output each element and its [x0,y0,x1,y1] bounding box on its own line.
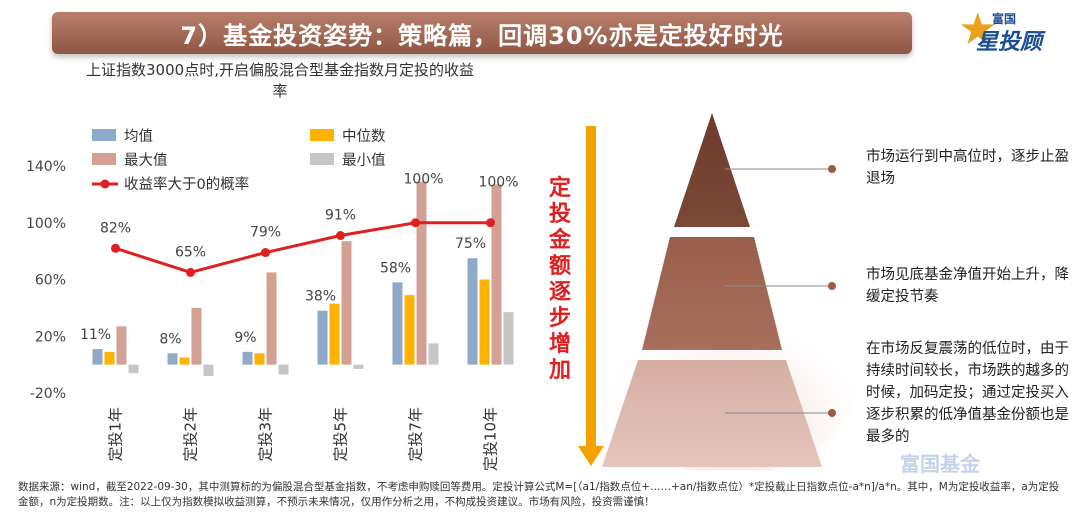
annotation-middle: 市场见底基金净值开始上升，降缓定投节奏 [866,267,1069,305]
bar [116,326,127,365]
bar [191,307,202,365]
legend-swatch [310,129,334,141]
line-point [411,218,420,228]
bar [92,349,103,365]
bar [479,279,490,365]
title-banner: 7）基金投资姿势：策略篇，回调30%亦是定投好时光 [52,12,912,54]
arrow-head-icon [578,446,604,466]
annotation-bottom: 在市场反复震荡的低位时，由于持续时间较长，市场跌的越多的时候，加码定投；通过定投… [866,341,1069,445]
bar [329,303,340,365]
line-data-label: 82% [100,220,131,236]
bar [341,241,352,365]
x-tick-label: 定投2年 [182,407,200,462]
y-tick-label: 140% [26,159,66,175]
legend-swatch [310,153,334,165]
arrow-shaft [586,126,596,448]
data-label: 11% [80,327,111,343]
legend-label: 收益率大于0的概率 [124,176,249,193]
bar [104,351,115,365]
logo-top-text: 富国 [992,12,1017,26]
bar [203,364,214,376]
bar [392,282,403,365]
line-data-label: 91% [325,208,356,224]
line-point [111,243,120,253]
bar [503,312,514,365]
watermark: 富国基金 [900,452,980,476]
x-tick-label: 定投7年 [407,407,425,462]
brand-logo: ★ 富国 星投顾 [958,8,1070,56]
line-point [186,267,195,277]
x-tick-label: 定投5年 [332,407,350,462]
bar [491,184,502,365]
bar [128,364,139,374]
connector-dot-middle [828,282,836,290]
bar [266,272,277,365]
line-point [336,231,345,241]
bar [278,364,289,375]
bar [416,181,427,365]
line-point [261,248,270,258]
line-point [486,218,495,228]
pyramid-middle-tier [642,237,782,350]
chart-title: 上证指数3000点时,开启偏股混合型基金指数月定投的收益率 [86,61,474,100]
connector-dot-top [828,165,836,173]
data-label: 100% [478,174,518,190]
data-label: 8% [159,331,181,347]
bar [404,295,415,365]
data-label: 38% [305,289,336,305]
legend-label: 最大值 [124,152,168,169]
legend-label: 最小值 [342,152,386,169]
y-tick-label: 100% [26,216,66,232]
bar-line-chart: -20% 20% 60% 100% 140% 11% 8% 9% 38% 58% 75% 100% 10… [26,128,519,471]
footnote: 数据来源：wind，截至2022-09-30，其中测算标的为偏股混合型基金指数，… [18,481,1060,508]
y-tick-label: 20% [35,329,66,345]
annotation-top: 市场运行到中高位时，逐步止盈退场 [866,149,1069,187]
data-label: 100% [403,172,443,188]
page-title: 7）基金投资姿势：策略篇，回调30%亦是定投好时光 [180,21,784,50]
star-icon: ★ [958,4,998,55]
increase-arrow [578,126,604,466]
bar [179,357,190,365]
pyramid-bottom-tier [602,360,822,467]
legend-label: 中位数 [342,128,386,145]
line-data-label: 79% [250,225,281,241]
bar [167,353,178,365]
logo-main-text: 星投顾 [976,30,1043,55]
legend-label: 均值 [124,128,153,145]
bar [428,343,439,365]
legend-swatch [92,153,116,165]
x-tick-label: 定投1年 [107,407,125,462]
probability-line [115,221,491,274]
data-label: 58% [380,260,411,276]
x-tick-label: 定投3年 [257,407,275,462]
bar [317,310,328,365]
pyramid-top-tier [674,113,750,227]
bar [254,353,265,365]
y-tick-label: 60% [35,273,66,289]
bar [353,364,364,369]
y-tick-label: -20% [30,386,66,402]
arrow-label: 定投金额逐步增加 [548,176,571,383]
data-label: 75% [455,236,486,252]
bar [242,351,253,365]
bar [467,258,478,365]
data-label: 9% [234,330,256,346]
pyramid-diagram [600,113,860,470]
legend-line-marker [100,179,110,189]
connector-dot-bottom [828,409,836,417]
line-data-label: 65% [175,244,206,260]
legend-swatch [92,129,116,141]
x-tick-label: 定投10年 [482,407,500,471]
